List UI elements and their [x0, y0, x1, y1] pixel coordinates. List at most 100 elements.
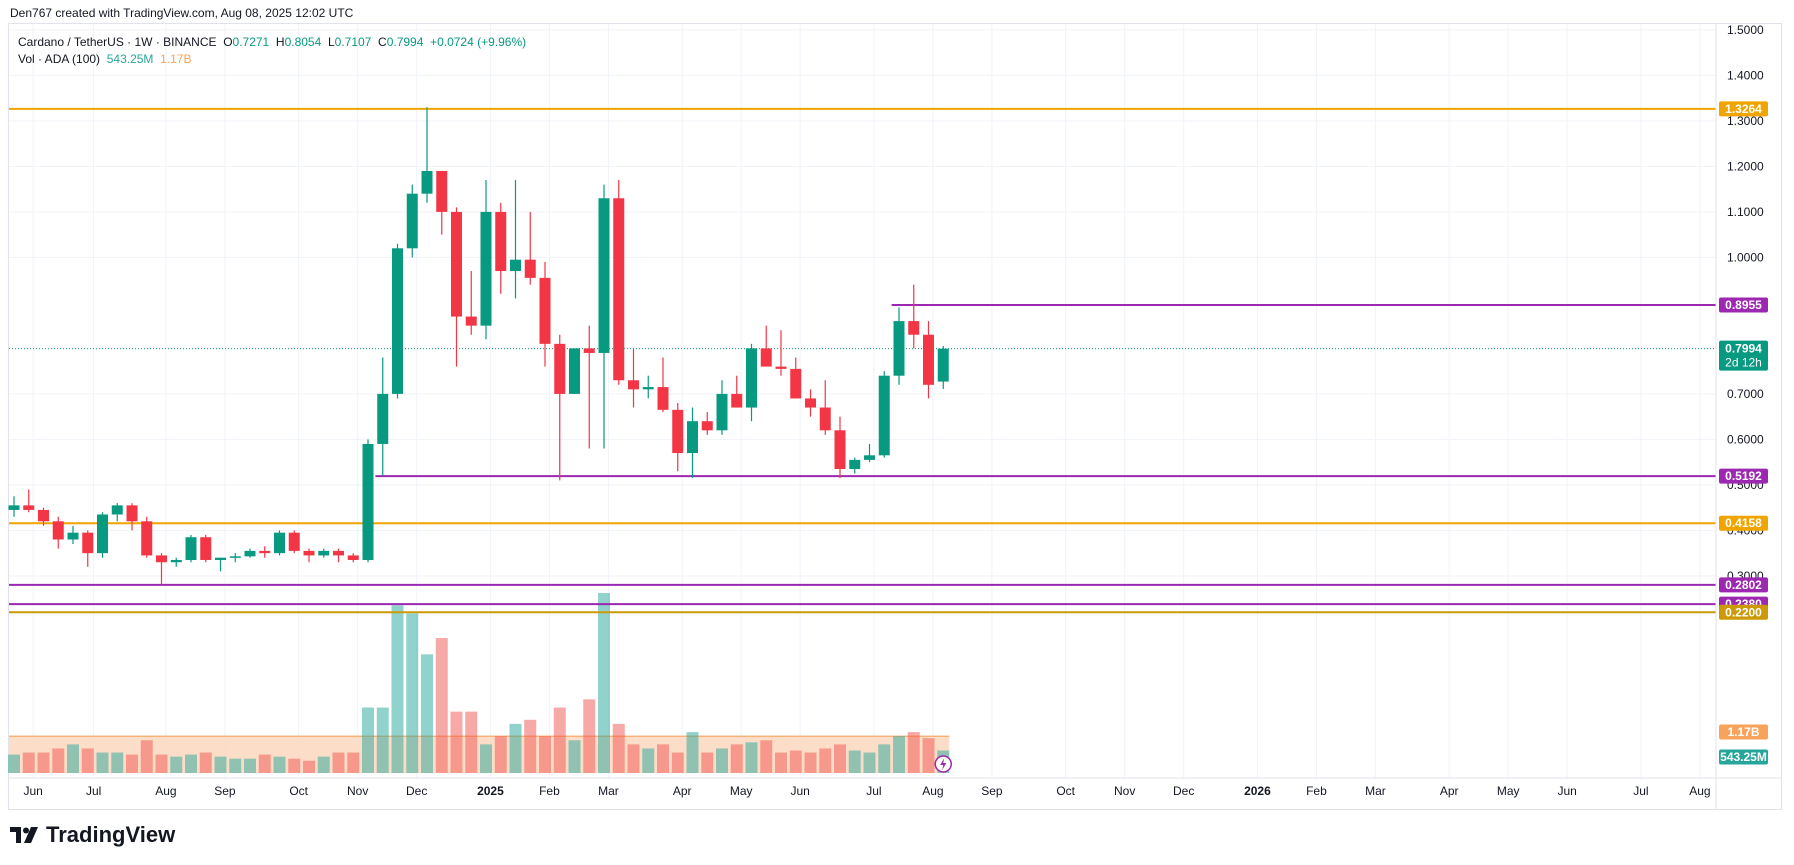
candle[interactable]	[923, 321, 934, 399]
candle[interactable]	[819, 380, 831, 435]
candle[interactable]	[731, 375, 743, 408]
candle[interactable]	[259, 546, 271, 558]
volume-bar	[185, 754, 197, 773]
candle[interactable]	[657, 357, 669, 413]
candle[interactable]	[406, 184, 418, 258]
candle[interactable]	[908, 284, 920, 349]
candle[interactable]	[480, 180, 492, 340]
candle[interactable]	[377, 357, 389, 476]
candle[interactable]	[716, 380, 728, 435]
candle[interactable]	[392, 243, 403, 399]
candle[interactable]	[628, 348, 639, 408]
candle[interactable]	[156, 553, 167, 585]
candle[interactable]	[701, 412, 713, 435]
candle[interactable]	[111, 503, 123, 522]
candle[interactable]	[790, 357, 802, 399]
candle[interactable]	[185, 534, 197, 563]
level-price-tag[interactable]: 0.2802	[1719, 577, 1768, 593]
volume-bar	[111, 752, 124, 773]
high-label: H	[275, 35, 285, 49]
level-price-tag[interactable]: 0.2200	[1719, 604, 1768, 620]
candle[interactable]	[864, 443, 875, 463]
volume-bar	[775, 752, 787, 773]
volume-bar	[214, 756, 227, 773]
volume-bar	[524, 719, 537, 773]
candle[interactable]	[229, 553, 241, 563]
candle[interactable]	[510, 180, 521, 299]
candle[interactable]	[126, 503, 138, 531]
symbol-name[interactable]: Cardano / TetherUS · 1W · BINANCE	[18, 35, 217, 49]
volume-row: Vol · ADA (100) 543.25M 1.17B	[18, 51, 526, 68]
candle[interactable]	[893, 307, 905, 385]
candle[interactable]	[613, 180, 625, 385]
tradingview-logo[interactable]: TradingView	[10, 822, 175, 848]
candle[interactable]	[244, 548, 256, 558]
candle[interactable]	[170, 557, 182, 567]
candle[interactable]	[642, 375, 654, 399]
y-tick-label: 1.1000	[1727, 205, 1764, 219]
volume-bar	[509, 723, 522, 773]
volume-bar	[627, 744, 640, 773]
candle[interactable]	[318, 548, 330, 558]
candle[interactable]	[878, 371, 890, 458]
x-tick-label: Nov	[347, 784, 368, 798]
candles	[8, 107, 949, 585]
volume-bar	[288, 758, 301, 773]
candle[interactable]	[303, 548, 315, 563]
tradingview-logo-icon	[10, 827, 38, 843]
candle[interactable]	[598, 184, 610, 449]
candle[interactable]	[495, 202, 507, 294]
candle[interactable]	[760, 325, 772, 367]
candle[interactable]	[524, 211, 536, 285]
candle[interactable]	[436, 170, 448, 235]
candle[interactable]	[97, 512, 108, 558]
candle[interactable]	[775, 330, 787, 376]
volume-label[interactable]: Vol · ADA (100)	[18, 52, 101, 66]
candle[interactable]	[52, 516, 64, 549]
candle[interactable]	[288, 530, 300, 554]
candle[interactable]	[333, 548, 344, 563]
svg-text:1.17B: 1.17B	[1727, 725, 1759, 739]
candle[interactable]	[569, 348, 580, 394]
event-lightning-icon[interactable]	[934, 755, 952, 773]
candle[interactable]	[200, 534, 212, 563]
volume-tag[interactable]: 543.25M	[1719, 749, 1768, 765]
level-price-tag[interactable]: 0.4158	[1719, 515, 1768, 531]
volume-bar	[907, 732, 920, 773]
candle[interactable]	[421, 107, 433, 203]
candle[interactable]	[82, 530, 94, 567]
candle[interactable]	[38, 507, 49, 526]
candle[interactable]	[451, 207, 462, 367]
candle[interactable]	[539, 261, 551, 367]
candle[interactable]	[583, 325, 595, 449]
candle[interactable]	[215, 557, 226, 572]
candle[interactable]	[362, 439, 374, 563]
candle[interactable]	[849, 457, 861, 474]
x-tick-label: Jun	[1557, 784, 1576, 798]
candle[interactable]	[672, 403, 684, 472]
candle[interactable]	[937, 345, 949, 390]
volume-ma-tag[interactable]: 1.17B	[1719, 724, 1768, 740]
candle[interactable]	[554, 334, 566, 481]
x-tick-label: Apr	[673, 784, 692, 798]
candle[interactable]	[834, 416, 846, 479]
candle[interactable]	[465, 271, 477, 335]
level-price-tag[interactable]: 0.5192	[1719, 468, 1768, 484]
volume-bar	[421, 654, 433, 773]
candle[interactable]	[67, 525, 79, 545]
level-price-tag[interactable]: 1.3264	[1719, 101, 1768, 117]
chart-legend: Cardano / TetherUS · 1W · BINANCE O0.727…	[18, 34, 526, 68]
candle[interactable]	[347, 553, 359, 563]
candle[interactable]	[805, 389, 816, 417]
level-price-tag[interactable]: 0.8955	[1719, 297, 1768, 313]
candle[interactable]	[274, 530, 285, 556]
x-tick-label: Apr	[1440, 784, 1459, 798]
candle[interactable]	[8, 496, 20, 517]
candle[interactable]	[687, 407, 698, 479]
candle[interactable]	[141, 516, 153, 558]
candle[interactable]	[23, 489, 35, 513]
candle[interactable]	[746, 343, 757, 422]
svg-text:0.2802: 0.2802	[1725, 578, 1762, 592]
